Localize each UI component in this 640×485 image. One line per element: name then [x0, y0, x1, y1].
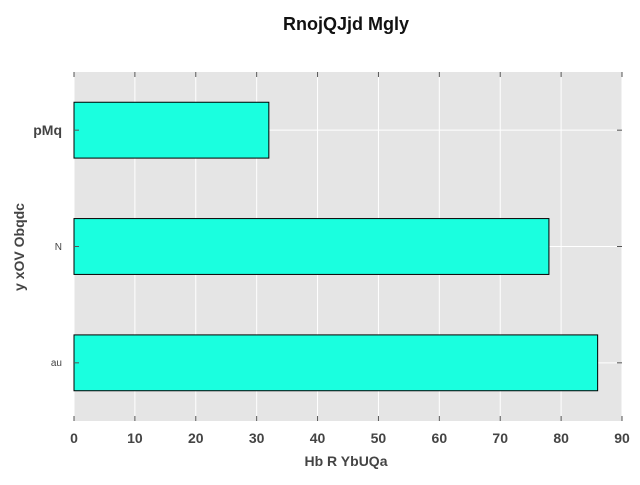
y-tick-label: pMq	[33, 122, 62, 138]
x-tick-label: 30	[249, 430, 265, 446]
bar	[73, 101, 270, 159]
x-tick-label: 60	[432, 430, 448, 446]
x-tick-label: 90	[614, 430, 630, 446]
bars	[73, 101, 599, 392]
x-tick-label: 20	[188, 430, 204, 446]
y-tick-labels: pMq Nau	[33, 122, 62, 369]
x-tick-label: 10	[127, 430, 143, 446]
x-tick-label: 40	[310, 430, 326, 446]
y-tick-label: au	[51, 358, 62, 369]
bar	[73, 218, 550, 275]
x-tick-labels: 0 10 20 30 40 50 60 70 80 90	[70, 430, 630, 446]
x-tick-label: 80	[553, 430, 569, 446]
x-tick-label: 50	[371, 430, 387, 446]
y-axis-label: y xOV Obqdc	[11, 203, 27, 291]
axis-ticks	[73, 72, 623, 421]
bar	[73, 334, 599, 392]
y-tick-label: N	[55, 242, 62, 253]
x-tick-label: 0	[70, 430, 78, 446]
chart-title: RnojQJjd Mgly	[283, 14, 409, 34]
x-axis-label: Hb R YbUQa	[305, 453, 388, 469]
x-tick-label: 70	[492, 430, 508, 446]
